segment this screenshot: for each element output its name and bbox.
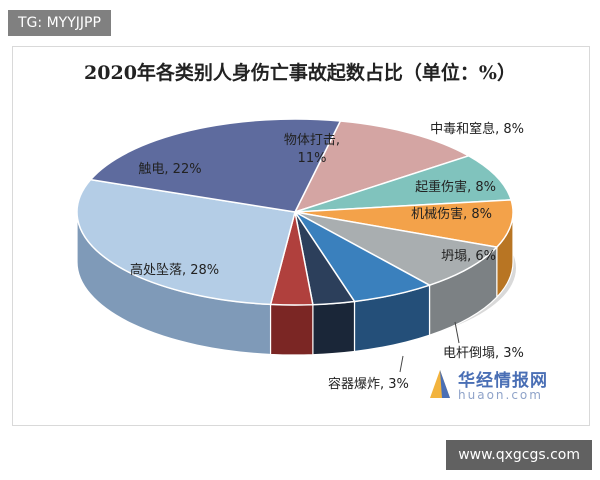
- slice-label-7: 高处坠落, 28%: [130, 262, 219, 278]
- pie-side-6: [269, 303, 314, 356]
- slice-label-1: 中毒和窒息, 8%: [430, 121, 524, 137]
- brand-logo: 华经情报网 huaon.com: [428, 366, 578, 406]
- leader-line-6: [399, 355, 404, 373]
- chart-title: 2020年各类别人身伤亡事故起数占比（单位：%）: [84, 62, 516, 84]
- brand-name: 华经情报网: [458, 371, 548, 391]
- brand-domain: huaon.com: [458, 388, 543, 402]
- slice-label-8: 触电, 22%: [138, 162, 201, 177]
- watermark-top: TG: MYYJJPP: [8, 10, 111, 36]
- slice-label-2: 起重伤害, 8%: [415, 179, 496, 195]
- slice-label-5: 电杆倒塌, 3%: [443, 346, 524, 361]
- slice-label-6: 容器爆炸, 3%: [328, 376, 409, 392]
- pie-slice-2: [294, 199, 514, 248]
- pie-slice-0: [293, 120, 471, 214]
- watermark-bottom: www.qxgcgs.com: [446, 440, 592, 470]
- leader-line-5: [454, 321, 460, 344]
- pie-slice-3: [294, 211, 499, 286]
- slice-label-4: 坍塌, 6%: [441, 249, 496, 264]
- slice-label-0: 物体打击, 11%: [284, 133, 340, 166]
- pie-slice-8: [89, 118, 342, 213]
- pie-side-5: [312, 300, 356, 356]
- pie-slice-7: [76, 178, 296, 306]
- logo-icon: [430, 370, 450, 398]
- pie-slice-1: [294, 154, 513, 213]
- slice-label-3: 机械伤害, 8%: [411, 206, 492, 222]
